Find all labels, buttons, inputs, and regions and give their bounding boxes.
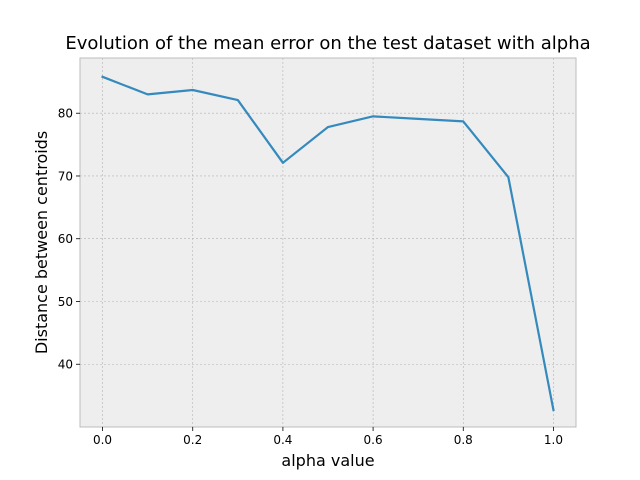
plot-area (80, 58, 576, 427)
x-tick-label: 1.0 (544, 433, 563, 447)
plot-frame (79, 57, 577, 428)
grid-lines (80, 58, 576, 427)
x-tick-label: 0.2 (183, 433, 202, 447)
y-tick-label: 40 (58, 358, 73, 372)
tick-labels: 0.0 0.2 0.4 0.6 0.8 1.0 40 50 60 70 80 (58, 107, 563, 447)
y-tick-label: 70 (58, 169, 73, 183)
x-tick-label: 0.4 (273, 433, 292, 447)
tick-marks (76, 112, 554, 431)
x-tick-label: 0.0 (93, 433, 112, 447)
x-tick-label: 0.8 (454, 433, 473, 447)
x-axis-label: alpha value (281, 451, 374, 470)
y-tick-label: 60 (58, 232, 73, 246)
y-tick-label: 80 (58, 107, 73, 121)
series-layer (101, 75, 555, 412)
y-tick-label: 50 (58, 295, 73, 309)
series-line (101, 75, 555, 412)
x-tick-label: 0.6 (364, 433, 383, 447)
chart-title: Evolution of the mean error on the test … (65, 33, 590, 54)
y-axis-label: Distance between centroids (32, 131, 51, 354)
